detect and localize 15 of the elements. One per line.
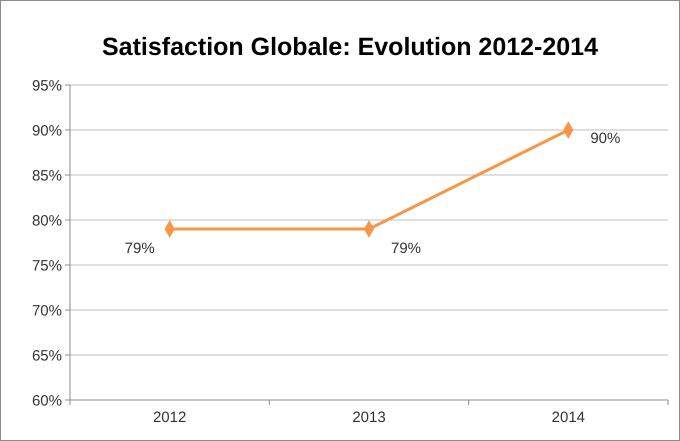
- y-tick-label: 65%: [32, 347, 62, 364]
- x-tick-label: 2014: [552, 409, 586, 426]
- x-tick-label: 2013: [352, 409, 386, 426]
- y-tick-label: 90%: [32, 122, 62, 140]
- y-tick-label: 95%: [32, 77, 62, 94]
- y-tick-label: 80%: [32, 212, 62, 230]
- chart-title: Satisfaction Globale: Evolution 2012-2014: [102, 33, 598, 61]
- y-tick-label: 85%: [32, 167, 62, 184]
- y-tick-label: 60%: [32, 392, 62, 410]
- data-label: 79%: [391, 240, 422, 257]
- y-tick-label: 75%: [32, 257, 62, 274]
- data-label: 79%: [124, 240, 155, 257]
- y-tick-label: 70%: [32, 302, 62, 320]
- x-tick-label: 2012: [152, 409, 186, 426]
- data-label: 90%: [590, 130, 620, 147]
